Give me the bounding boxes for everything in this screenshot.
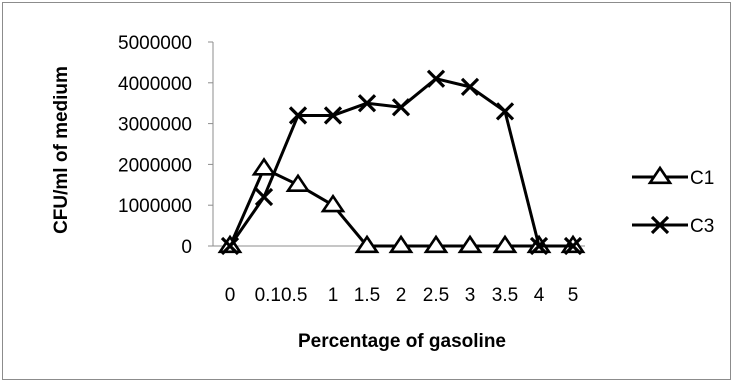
y-tick-label: 3000000 [118,115,192,136]
series-layer [217,69,586,256]
x-tick-label: 3.5 [492,285,518,306]
series-C3 [220,69,583,256]
legend-label: C3 [690,216,714,237]
y-tick-label: 1000000 [118,196,192,217]
legend: C1 C3 [632,165,714,237]
triangle-marker [647,165,673,185]
x-tick-label: 0 [225,285,236,306]
x-marker [391,98,411,117]
x-marker [460,77,480,97]
triangle-marker [423,234,449,254]
legend-item-C1: C1 [632,165,714,189]
legend-label: C1 [690,168,714,189]
chart-frame [2,2,731,380]
x-marker [529,236,549,256]
x-marker [254,187,274,207]
x-marker [495,102,515,121]
x-axis-title: Percentage of gasoline [298,331,506,352]
legend-item-C3: C3 [632,215,714,237]
x-marker [288,106,308,125]
triangle-marker [354,234,380,254]
triangle-marker [388,234,414,254]
triangle-marker [457,234,483,254]
x-tick-label: 0.10.5 [255,285,308,306]
y-tick-label: 2000000 [118,155,192,176]
x-marker [563,236,583,256]
y-tick-label: 5000000 [118,33,192,54]
x-marker [650,215,670,235]
triangle-marker [492,234,518,254]
y-axis-title: CFU/ml of medium [51,66,72,234]
y-tick-label: 4000000 [118,74,192,95]
x-marker [357,94,377,113]
x-tick-label: 5 [568,285,579,306]
triangle-marker [251,157,277,176]
x-tick-label: 2 [396,285,407,306]
y-tick-label: 0 [181,237,192,258]
x-tick-label: 2.5 [423,285,449,306]
triangle-marker [285,173,311,192]
x-marker [323,106,343,125]
x-axis: 0 0.10.5 1 1.5 2 2.5 3 3.5 4 5 [213,245,585,306]
triangle-marker [320,193,346,213]
series-line [228,77,573,248]
x-marker [220,236,240,256]
x-tick-label: 1.5 [354,285,380,306]
x-tick-label: 1 [328,285,339,306]
y-axis: 0 1000000 2000000 3000000 4000000 5000000 [118,33,214,258]
x-tick-label: 3 [465,285,476,306]
x-marker [426,69,446,88]
x-tick-label: 4 [534,285,545,306]
